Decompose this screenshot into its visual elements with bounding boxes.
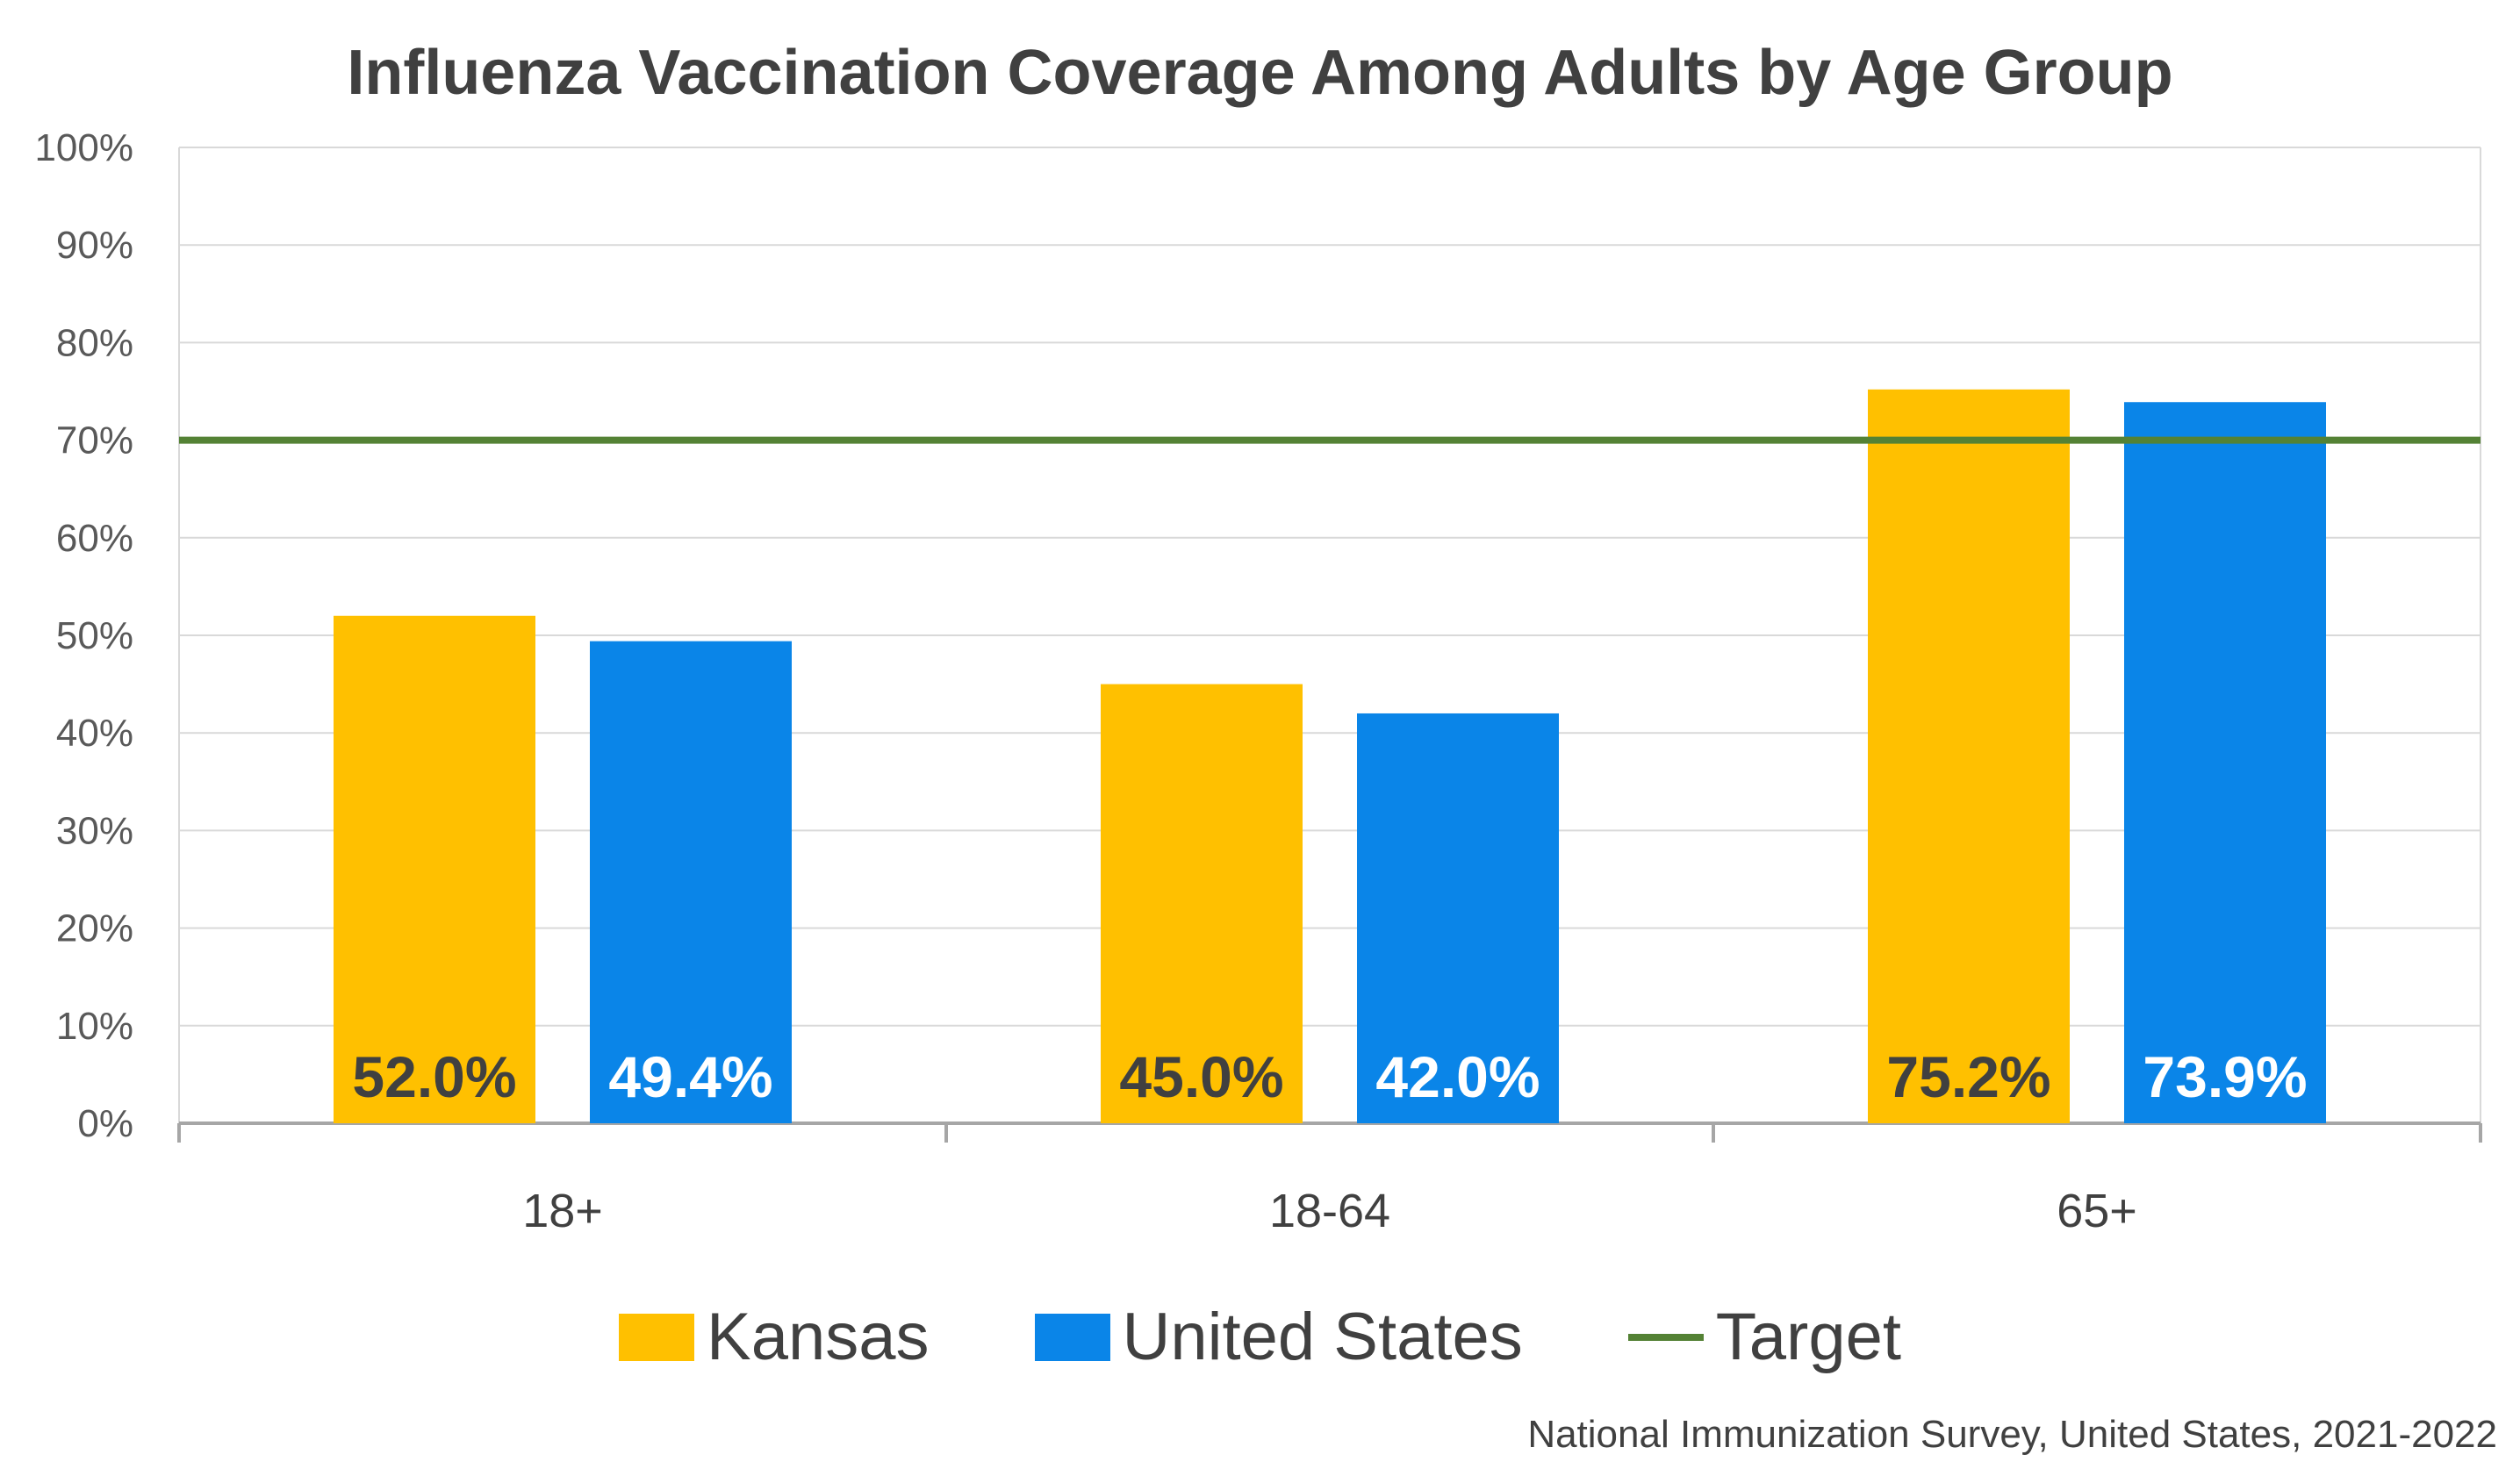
- bar-kansas: [334, 615, 535, 1123]
- y-tick-label: 10%: [56, 1005, 133, 1048]
- x-tick-label: 18-64: [1269, 1185, 1390, 1237]
- data-label: 49.4%: [608, 1044, 772, 1109]
- chart-title: Influenza Vaccination Coverage Among Adu…: [347, 38, 2173, 108]
- y-tick-label: 80%: [56, 321, 133, 364]
- source-note: National Immunization Survey, United Sta…: [1527, 1413, 2497, 1456]
- data-label: 73.9%: [2143, 1044, 2307, 1109]
- data-label: 75.2%: [1886, 1044, 2050, 1109]
- y-tick-label: 70%: [56, 419, 133, 462]
- legend-swatch-united-states: [1034, 1313, 1110, 1361]
- y-tick-label: 50%: [56, 614, 133, 657]
- y-tick-label: 30%: [56, 809, 133, 852]
- bar-kansas: [1868, 389, 2070, 1123]
- gridlines: [178, 147, 2481, 1123]
- data-label: 52.0%: [352, 1044, 516, 1109]
- legend-item-united-states: United States: [1034, 1299, 1523, 1375]
- x-tick-label: 18+: [522, 1185, 603, 1237]
- data-labels: 52.0% 49.4% 45.0% 42.0% 75.2% 73.9%: [352, 1044, 2307, 1109]
- legend-line-target: [1627, 1333, 1704, 1341]
- axes: 0% 10% 20% 30% 40% 50% 60% 70% 80% 90% 100% 18+ 18-6…: [34, 126, 2482, 1237]
- data-label: 45.0%: [1119, 1044, 1283, 1109]
- y-tick-label: 40%: [56, 712, 133, 755]
- y-tick-label: 60%: [56, 517, 133, 560]
- legend-label-target: Target: [1715, 1300, 1901, 1374]
- legend-item-target: Target: [1627, 1299, 1901, 1375]
- legend-label-kansas: Kansas: [707, 1300, 930, 1374]
- legend-label-united-states: United States: [1122, 1300, 1523, 1374]
- legend-item-kansas: Kansas: [619, 1299, 930, 1375]
- y-tick-label: 90%: [56, 224, 133, 267]
- y-tick-label: 100%: [34, 126, 133, 169]
- bar-united-states: [1357, 713, 1559, 1123]
- bar-united-states: [590, 641, 792, 1123]
- y-tick-label: 0%: [77, 1102, 133, 1145]
- x-tick-label: 65+: [2057, 1185, 2137, 1237]
- bars: [334, 389, 2326, 1123]
- legend: Kansas United States Target: [0, 1299, 2520, 1375]
- y-tick-label: 20%: [56, 907, 133, 950]
- bar-kansas: [1101, 684, 1303, 1123]
- legend-swatch-kansas: [619, 1313, 694, 1361]
- bar-united-states: [2124, 402, 2326, 1123]
- data-label: 42.0%: [1375, 1044, 1540, 1109]
